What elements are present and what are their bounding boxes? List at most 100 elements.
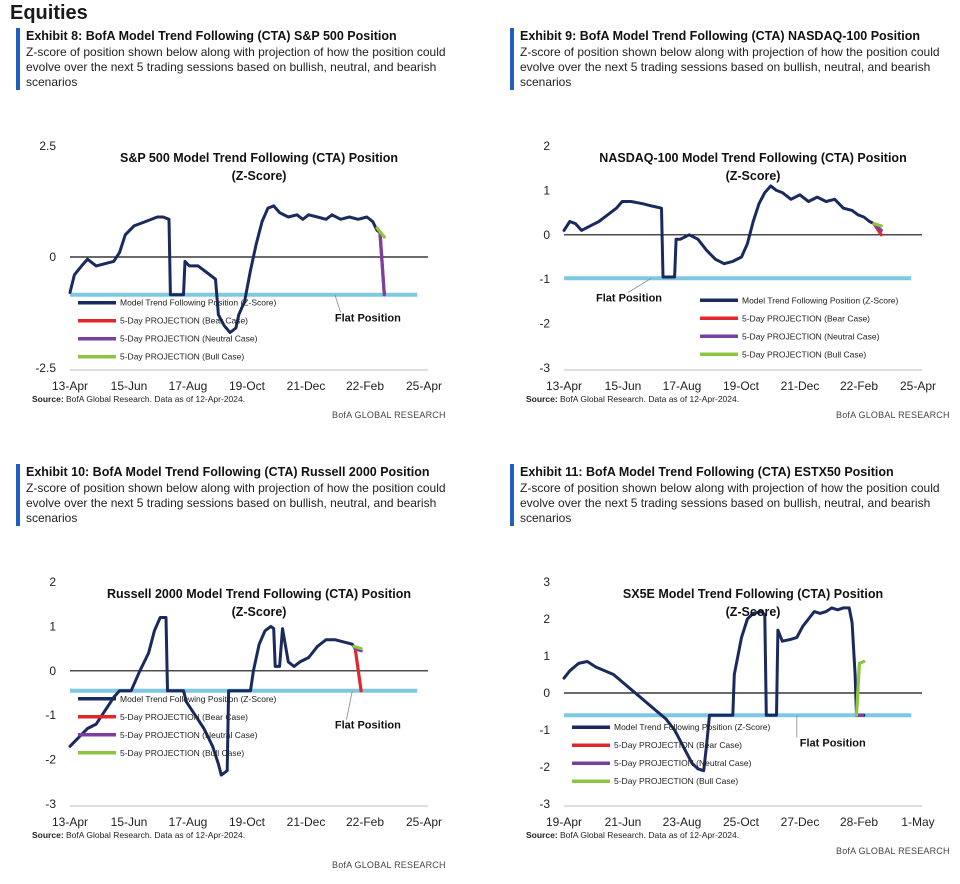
exhibit-title: Exhibit 8: BofA Model Trend Following (C…	[26, 29, 397, 43]
legend-label: 5-Day PROJECTION (Bull Case)	[614, 776, 738, 786]
chart-subtitle: (Z-Score)	[232, 169, 287, 183]
exhibit-header: Exhibit 11: BofA Model Trend Following (…	[510, 464, 950, 526]
flat-position-label: Flat Position	[335, 720, 401, 732]
x-tick-label: 21-Dec	[287, 379, 326, 393]
position-series-line	[562, 606, 866, 773]
y-tick-label: 3	[543, 575, 550, 589]
y-tick-label: -2	[539, 317, 550, 331]
brand-label: BofA GLOBAL RESEARCH	[332, 410, 446, 420]
brand-label: BofA GLOBAL RESEARCH	[836, 410, 950, 420]
sp500-cta-chart: 2.5 0 -2.5 13-Apr 15-Jun 17-Aug 19-Oct 21-Dec 22…	[35, 139, 442, 393]
x-tick-label: 17-Aug	[169, 379, 208, 393]
y-tick-label: 1	[543, 183, 550, 197]
x-tick-label: 21-Dec	[781, 379, 820, 393]
exhibit-description: Z-score of position shown below along wi…	[520, 481, 940, 525]
x-tick-label: 22-Feb	[840, 379, 878, 393]
source-note: Source: BofA Global Research. Data as of…	[32, 394, 246, 404]
y-tick-label: 0	[543, 686, 550, 700]
x-tick-label: 13-Apr	[546, 379, 582, 393]
neutral-projection-line	[378, 231, 386, 297]
x-tick-label: 27-Dec	[781, 815, 820, 829]
x-tick-label: 21-Jun	[605, 815, 642, 829]
x-tick-label: 28-Feb	[840, 815, 878, 829]
exhibit-header: Exhibit 8: BofA Model Trend Following (C…	[16, 28, 456, 90]
x-tick-label: 19-Apr	[546, 815, 582, 829]
position-series-line	[562, 184, 876, 279]
legend-label: 5-Day PROJECTION (Neutral Case)	[120, 334, 258, 344]
y-tick-label: 1	[543, 649, 550, 663]
bear-projection-line	[353, 647, 363, 693]
legend-label: 5-Day PROJECTION (Bull Case)	[120, 748, 244, 758]
source-note: Source: BofA Global Research. Data as of…	[32, 830, 246, 840]
x-tick-label: 15-Jun	[111, 379, 148, 393]
legend-label: 5-Day PROJECTION (Bear Case)	[120, 712, 248, 722]
y-tick-label: -3	[539, 361, 550, 375]
legend-label: Model Trend Following Position (Z-Score)	[614, 722, 771, 732]
brand-label: BofA GLOBAL RESEARCH	[332, 860, 446, 870]
flat-position-label: Flat Position	[335, 312, 401, 324]
exhibit-title: Exhibit 11: BofA Model Trend Following (…	[520, 465, 894, 479]
legend-label: Model Trend Following Position (Z-Score)	[742, 295, 899, 305]
chart-title: NASDAQ-100 Model Trend Following (CTA) P…	[599, 151, 906, 165]
exhibit-title: Exhibit 9: BofA Model Trend Following (C…	[520, 29, 920, 43]
legend-label: 5-Day PROJECTION (Bear Case)	[614, 740, 742, 750]
y-tick-label: -1	[45, 708, 56, 722]
chart-subtitle: (Z-Score)	[726, 605, 781, 619]
y-tick-label: -2	[539, 760, 550, 774]
flat-label-pointer	[346, 690, 353, 720]
exhibit-title: Exhibit 10: BofA Model Trend Following (…	[26, 465, 430, 479]
x-tick-label: 15-Jun	[605, 379, 642, 393]
y-tick-label: 2.5	[39, 139, 56, 153]
y-tick-label: 0	[49, 250, 56, 264]
x-tick-label: 13-Apr	[52, 379, 88, 393]
x-tick-label: 19-Oct	[229, 815, 266, 829]
y-tick-label: 0	[49, 664, 56, 678]
legend-label: 5-Day PROJECTION (Neutral Case)	[742, 331, 880, 341]
exhibit-header: Exhibit 10: BofA Model Trend Following (…	[16, 464, 456, 526]
y-tick-label: 0	[543, 228, 550, 242]
page-title: Equities	[10, 2, 88, 24]
y-tick-label: -2.5	[35, 361, 56, 375]
y-tick-label: -3	[45, 797, 56, 811]
exhibit-10-panel: Exhibit 10: BofA Model Trend Following (…	[16, 464, 456, 884]
chart-title: Russell 2000 Model Trend Following (CTA)…	[107, 587, 411, 601]
y-tick-label: -2	[45, 753, 56, 767]
source-note: Source: BofA Global Research. Data as of…	[526, 394, 740, 404]
exhibit-11-panel: Exhibit 11: BofA Model Trend Following (…	[510, 464, 950, 884]
legend-label: 5-Day PROJECTION (Neutral Case)	[614, 758, 752, 768]
flat-position-label: Flat Position	[800, 738, 866, 750]
x-tick-label: 22-Feb	[346, 379, 384, 393]
x-tick-label: 17-Aug	[169, 815, 208, 829]
x-tick-label: 1-May	[901, 815, 934, 829]
x-tick-label: 22-Feb	[346, 815, 384, 829]
x-tick-label: 19-Oct	[723, 379, 760, 393]
nasdaq100-cta-chart: 2 1 0 -1 -2 -3 13-Apr 15-Jun 17-Aug 19-Oct 21-Dec 2…	[539, 139, 936, 393]
source-note: Source: BofA Global Research. Data as of…	[526, 830, 740, 840]
bull-projection-line	[872, 222, 883, 228]
x-tick-label: 21-Dec	[287, 815, 326, 829]
legend-label: Model Trend Following Position (Z-Score)	[120, 694, 277, 704]
x-tick-label: 19-Oct	[229, 379, 266, 393]
x-tick-label: 25-Apr	[900, 379, 936, 393]
x-tick-label: 17-Aug	[663, 379, 702, 393]
y-tick-label: 2	[49, 575, 56, 589]
chart-title: S&P 500 Model Trend Following (CTA) Posi…	[120, 151, 398, 165]
legend-label: 5-Day PROJECTION (Neutral Case)	[120, 730, 258, 740]
russell2000-cta-chart: 2 1 0 -1 -2 -3 13-Apr 15-Jun 17-Aug 19-Oct 21-Dec 2…	[45, 575, 442, 829]
exhibit-9-panel: Exhibit 9: BofA Model Trend Following (C…	[510, 28, 950, 448]
y-tick-label: 1	[49, 619, 56, 633]
legend-label: 5-Day PROJECTION (Bull Case)	[120, 352, 244, 362]
chart-subtitle: (Z-Score)	[726, 169, 781, 183]
y-tick-label: 2	[543, 139, 550, 153]
chart-title: SX5E Model Trend Following (CTA) Positio…	[623, 587, 883, 601]
x-tick-label: 25-Apr	[406, 379, 442, 393]
legend-label: 5-Day PROJECTION (Bull Case)	[742, 349, 866, 359]
exhibit-header: Exhibit 9: BofA Model Trend Following (C…	[510, 28, 950, 90]
bull-projection-line	[375, 226, 386, 239]
x-tick-label: 13-Apr	[52, 815, 88, 829]
flat-label-pointer	[627, 277, 652, 293]
y-tick-label: -1	[539, 723, 550, 737]
chart-subtitle: (Z-Score)	[232, 605, 287, 619]
x-tick-label: 15-Jun	[111, 815, 148, 829]
exhibit-description: Z-score of position shown below along wi…	[520, 45, 940, 89]
